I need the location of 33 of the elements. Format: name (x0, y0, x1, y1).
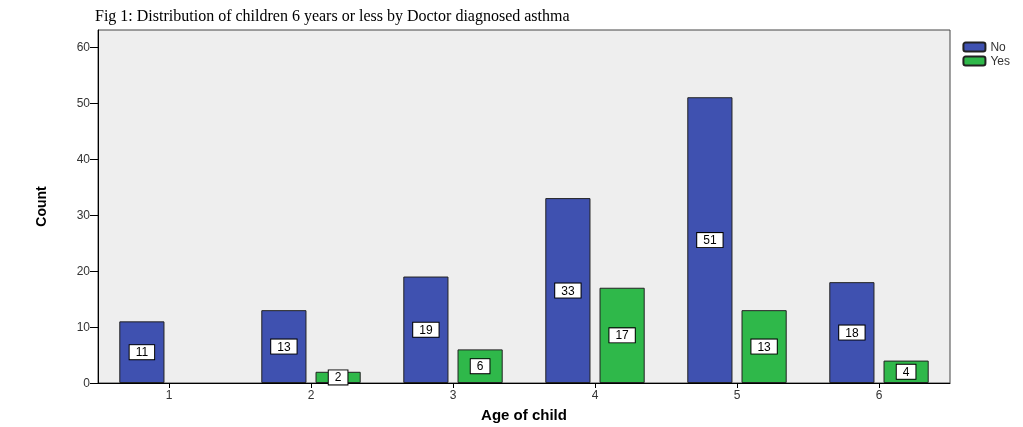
x-tick-label: 3 (449, 388, 457, 402)
x-tick-label: 4 (591, 388, 599, 402)
data-label: 17 (615, 328, 630, 343)
y-tick-label: 0 (83, 376, 91, 390)
x-tick-label: 5 (733, 388, 741, 402)
x-tick-label: 6 (875, 388, 883, 402)
bar (687, 97, 733, 383)
data-label: 51 (703, 233, 717, 248)
x-axis-title: Age of child (481, 406, 567, 423)
data-label: 13 (757, 339, 772, 354)
x-tick-label: 2 (307, 388, 315, 402)
y-tick-label: 10 (76, 319, 91, 334)
bar (829, 282, 875, 383)
chart-title: Fig 1: Distribution of children 6 years or less by Doctor diagnosed asthma (95, 6, 570, 25)
x-tick-label: 1 (165, 388, 173, 402)
data-label: 19 (419, 322, 433, 337)
y-tick-label: 50 (76, 95, 91, 110)
data-label: 33 (561, 283, 575, 298)
data-label: 6 (476, 359, 484, 374)
data-label: 11 (135, 345, 149, 360)
y-tick-label: 30 (76, 207, 91, 222)
data-label: 18 (845, 325, 859, 340)
legend-label: Yes (990, 54, 1010, 68)
y-tick-label: 40 (76, 151, 91, 166)
y-tick-label: 60 (76, 39, 91, 54)
data-label: 13 (277, 339, 291, 354)
y-axis-title: Count (33, 185, 49, 227)
legend-label: No (990, 40, 1007, 54)
y-tick-label: 20 (76, 263, 91, 278)
bar (403, 276, 449, 383)
data-label: 4 (902, 364, 910, 379)
bar (545, 198, 591, 383)
data-label: 2 (334, 370, 342, 385)
